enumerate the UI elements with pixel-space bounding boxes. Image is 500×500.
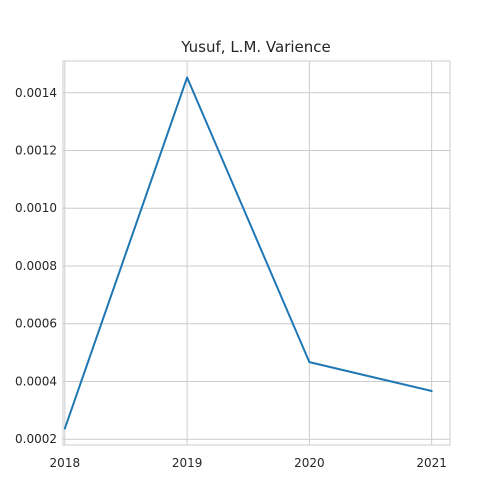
- y-tick-label: 0.0012: [15, 144, 57, 158]
- y-tick-label: 0.0004: [15, 374, 57, 388]
- series-line: [63, 76, 433, 430]
- x-axis-ticks: 2018 2019 2020 2021: [50, 456, 447, 470]
- grid: [63, 61, 450, 445]
- x-tick-label: 2021: [416, 456, 447, 470]
- x-tick-label: 2020: [294, 456, 325, 470]
- y-tick-label: 0.0014: [15, 86, 57, 100]
- y-tick-label: 0.0002: [15, 432, 57, 446]
- y-tick-label: 0.0006: [15, 317, 57, 331]
- y-axis-ticks: 0.0002 0.0004 0.0006 0.0008 0.0010 0.0012 0.00…: [15, 86, 57, 446]
- x-tick-label: 2019: [172, 456, 203, 470]
- chart-title: Yusuf, L.M. Varience: [180, 38, 331, 56]
- y-tick-label: 0.0008: [15, 259, 57, 273]
- series-layer: [63, 76, 433, 430]
- plot-frame: [62, 60, 451, 446]
- y-tick-label: 0.0010: [15, 201, 57, 215]
- x-tick-label: 2018: [50, 456, 81, 470]
